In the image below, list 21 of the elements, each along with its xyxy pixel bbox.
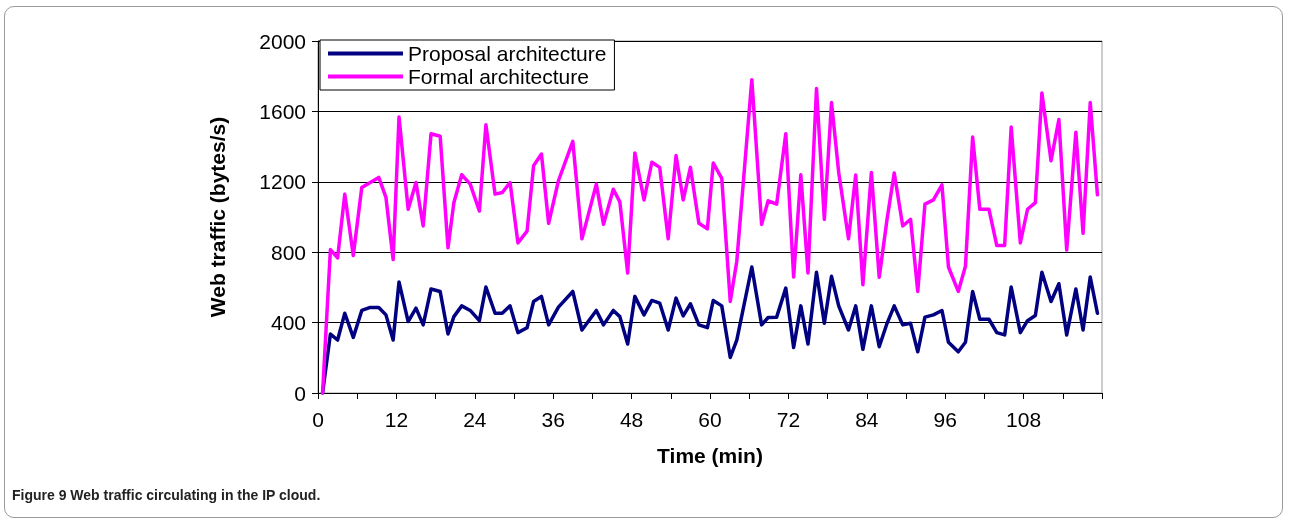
- x-tick-label: 36: [541, 408, 565, 431]
- x-tick-label: 48: [619, 408, 644, 431]
- y-tick-label: 2000: [259, 29, 306, 53]
- x-tick-label: 108: [1006, 408, 1042, 431]
- y-tick-label: 0: [294, 381, 306, 405]
- y-tick-label: 1600: [259, 99, 306, 123]
- x-tick-label: 72: [776, 408, 801, 431]
- x-tick-label: 0: [312, 408, 324, 431]
- caption: Figure 9 Web traffic circulating in the IP cloud.: [12, 487, 321, 503]
- x-axis-title: Time (min): [657, 444, 763, 467]
- y-tick-label: 400: [270, 311, 306, 335]
- x-tick-label: 96: [933, 408, 957, 431]
- x-tick-label: 60: [698, 408, 722, 431]
- x-tick-label: 12: [384, 408, 409, 431]
- x-tick-label: 84: [855, 408, 879, 431]
- legend-label: Formal architecture: [408, 65, 589, 88]
- legend-label: Proposal architecture: [408, 42, 607, 65]
- y-tick-label: 800: [270, 240, 306, 264]
- y-tick-label: 1200: [259, 170, 306, 194]
- x-tick-label: 24: [463, 408, 487, 431]
- y-axis-title: Web traffic (bytes/s): [206, 116, 229, 318]
